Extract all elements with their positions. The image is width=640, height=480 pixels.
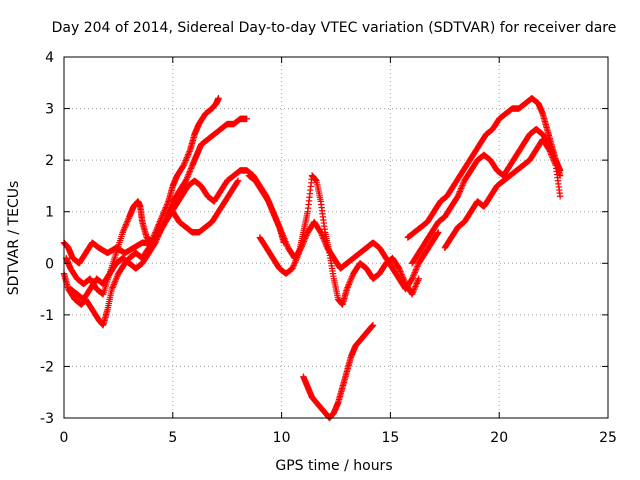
chart-title: Day 204 of 2014, Sidereal Day-to-day VTE… bbox=[52, 20, 617, 36]
y-tick-label: 0 bbox=[45, 256, 54, 272]
x-tick-label: 25 bbox=[599, 430, 617, 446]
series-track-g bbox=[300, 321, 377, 422]
data-point bbox=[434, 230, 441, 237]
x-tick-label: 10 bbox=[273, 430, 291, 446]
y-tick-label: 2 bbox=[45, 153, 54, 169]
series-track-a bbox=[60, 95, 222, 329]
data-point bbox=[215, 95, 222, 102]
data-point bbox=[234, 177, 242, 184]
data-point bbox=[435, 229, 442, 236]
x-tick-label: 0 bbox=[60, 430, 69, 446]
plot-frame bbox=[63, 56, 609, 419]
data-point bbox=[243, 115, 250, 123]
series-track-d bbox=[67, 177, 242, 303]
series-track-h bbox=[404, 95, 564, 241]
x-tick-label: 5 bbox=[168, 430, 177, 446]
series-track-f bbox=[256, 172, 422, 308]
y-tick-label: -1 bbox=[40, 308, 54, 324]
x-tick-label: 20 bbox=[490, 430, 508, 446]
data-point bbox=[556, 193, 564, 200]
x-axis-label: GPS time / hours bbox=[275, 458, 392, 474]
data-point bbox=[234, 178, 241, 186]
x-tick-label: 15 bbox=[381, 430, 399, 446]
series-track-i bbox=[408, 126, 564, 267]
y-tick-label: 3 bbox=[45, 102, 54, 118]
y-tick-label: -3 bbox=[40, 411, 54, 427]
data-point bbox=[369, 321, 377, 329]
y-axis-label: SDTVAR / TECUs bbox=[6, 181, 22, 296]
data-points bbox=[60, 95, 564, 422]
y-tick-label: 4 bbox=[45, 50, 54, 66]
axis-ticks: 0 5 10 15 20 25 -3 -2 -1 0 1 2 3 4 bbox=[40, 50, 617, 446]
y-tick-label: 1 bbox=[45, 205, 54, 221]
y-tick-label: -2 bbox=[40, 359, 54, 375]
data-point bbox=[415, 275, 422, 282]
series-track-j bbox=[441, 136, 564, 252]
